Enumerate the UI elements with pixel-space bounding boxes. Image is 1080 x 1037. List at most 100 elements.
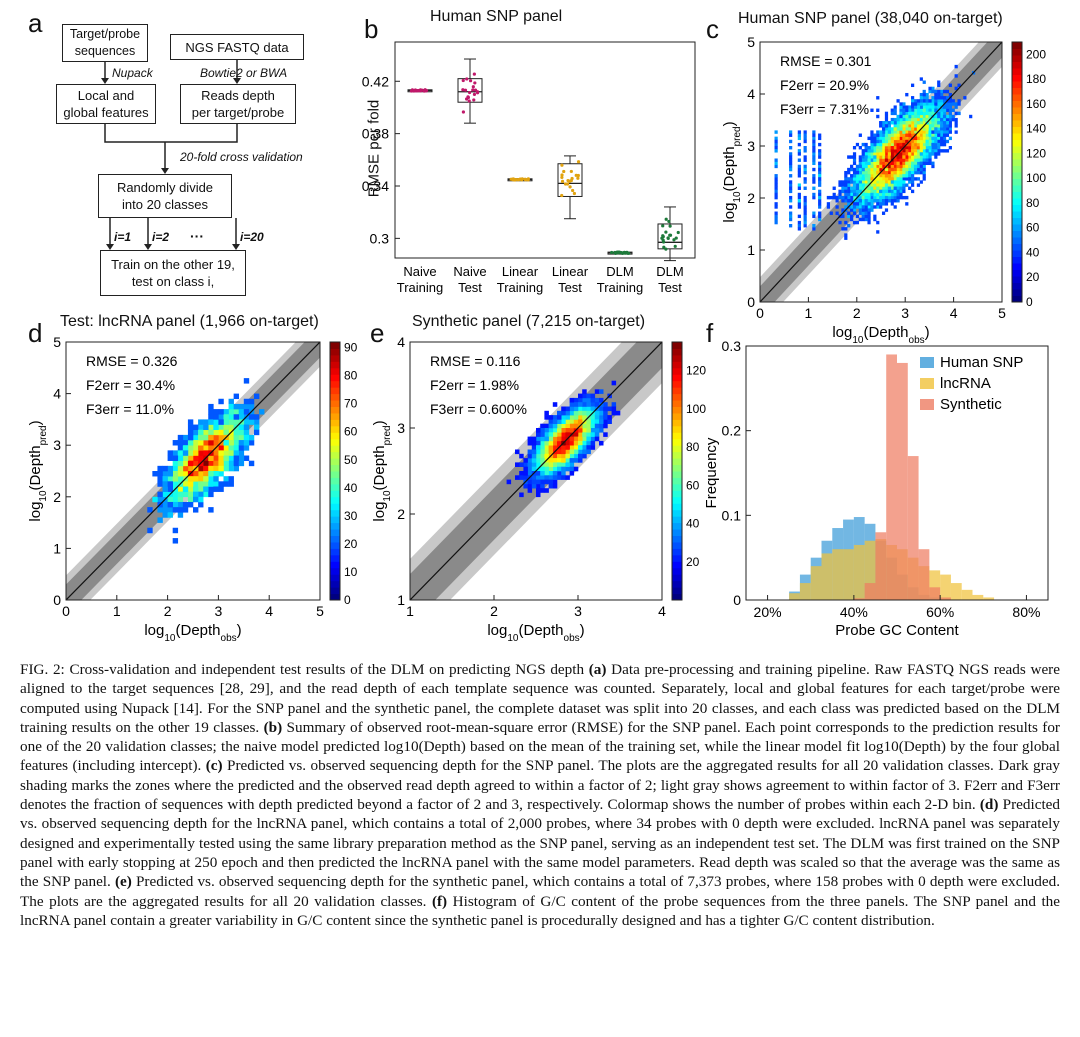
density-bin	[890, 186, 894, 190]
density-bin	[945, 139, 950, 144]
stat-text: RMSE = 0.301	[780, 53, 872, 69]
boxplot-point	[419, 88, 423, 92]
density-bin	[881, 155, 886, 159]
density-bin	[594, 423, 600, 429]
density-bin	[896, 136, 900, 141]
density-bin	[873, 142, 877, 147]
colorbar-label: 20	[344, 537, 358, 551]
density-bin	[905, 105, 909, 109]
density-bin	[864, 170, 868, 175]
density-bin	[797, 220, 801, 225]
density-bin	[905, 127, 909, 131]
density-bin	[858, 170, 862, 175]
density-bin	[162, 476, 168, 482]
density-bin	[928, 136, 932, 141]
density-bin	[937, 152, 941, 156]
density-bin	[162, 507, 168, 513]
density-bin	[896, 177, 900, 181]
scatter-e-frame	[409, 341, 663, 601]
density-bin	[940, 108, 944, 112]
density-bin	[896, 155, 900, 159]
density-bin	[881, 158, 886, 162]
density-bin	[893, 189, 897, 194]
density-bin	[908, 105, 912, 109]
density-bin	[890, 161, 894, 166]
density-bin	[899, 105, 903, 109]
colorbar-segment	[330, 541, 340, 549]
density-bin	[536, 428, 541, 433]
density-bin	[172, 465, 179, 472]
colorbar-segment	[330, 445, 340, 453]
density-bin	[896, 124, 900, 128]
density-bin	[797, 192, 801, 197]
density-bin	[536, 479, 541, 485]
density-bin	[561, 410, 566, 416]
density-bin	[919, 149, 923, 153]
density-bin	[594, 436, 600, 442]
density-bin	[913, 170, 918, 175]
panel-e-label: e	[370, 318, 385, 348]
density-bin	[198, 481, 204, 487]
panel-d-label: d	[28, 318, 43, 348]
density-bin	[208, 471, 214, 477]
density-bin	[167, 476, 173, 482]
density-bin	[203, 450, 209, 456]
density-bin	[899, 186, 903, 190]
histogram-xlabel: Probe GC Content	[835, 622, 959, 639]
colorbar-segment	[330, 464, 340, 472]
density-bin	[774, 177, 778, 181]
density-bin	[844, 199, 848, 203]
density-bin	[590, 397, 596, 403]
density-bin	[861, 158, 865, 162]
density-bin	[905, 177, 909, 181]
density-bin	[881, 211, 886, 215]
density-bin	[818, 199, 822, 203]
density-bin	[847, 211, 851, 215]
histogram-bar	[929, 570, 941, 600]
density-bin	[893, 124, 897, 128]
density-bin	[565, 449, 570, 455]
density-bin	[937, 142, 941, 147]
density-bin	[187, 496, 194, 503]
density-bin	[864, 214, 868, 219]
density-bin	[896, 186, 900, 190]
density-bin	[896, 189, 900, 194]
density-bin	[928, 99, 932, 103]
boxplot-ytick-label: 0.3	[370, 230, 390, 246]
colorbar-segment	[672, 477, 682, 485]
density-bin	[565, 410, 570, 416]
density-bin	[884, 124, 889, 128]
density-bin	[864, 161, 868, 166]
histogram-frame	[745, 345, 1049, 601]
density-bin	[569, 462, 575, 467]
density-bin	[213, 471, 219, 477]
stat-text: F3err = 11.0%	[86, 401, 174, 417]
density-bin	[876, 195, 880, 200]
caption-f-label: (f)	[431, 892, 448, 910]
density-bin	[599, 397, 604, 403]
density-bin	[527, 462, 533, 467]
density-bin	[177, 501, 184, 508]
density-bin	[847, 195, 851, 200]
density-bin	[861, 170, 865, 175]
density-bin	[942, 139, 947, 144]
density-bin	[899, 121, 903, 125]
boxplot-category-line2: Training	[397, 280, 443, 295]
density-bin	[931, 130, 935, 134]
identity-line	[410, 342, 662, 600]
density-bin	[855, 180, 860, 184]
density-bin	[934, 152, 938, 156]
density-bin	[881, 161, 886, 166]
density-bin	[876, 183, 880, 187]
density-bin	[157, 476, 163, 482]
density-bin	[902, 177, 906, 181]
density-bin	[913, 155, 918, 159]
density-bin	[552, 432, 558, 437]
density-bin	[945, 124, 950, 128]
density-bin	[578, 419, 583, 424]
density-bin	[893, 158, 897, 162]
density-bin	[611, 380, 617, 386]
density-bin	[182, 491, 189, 498]
density-bin	[931, 86, 935, 91]
boxplot-point	[562, 169, 566, 174]
